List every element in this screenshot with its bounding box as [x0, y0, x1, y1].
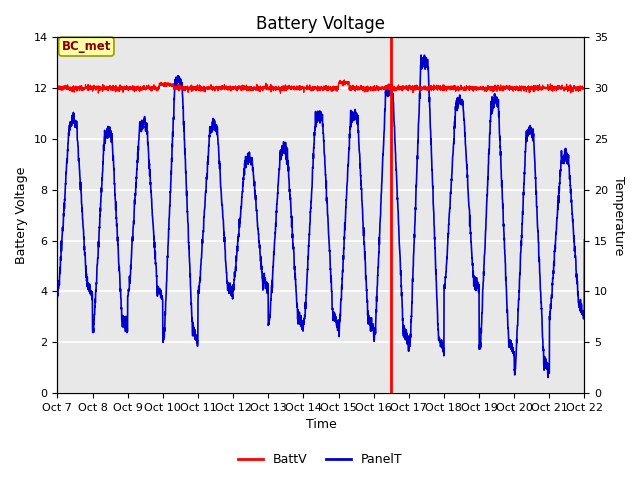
Y-axis label: Battery Voltage: Battery Voltage — [15, 167, 28, 264]
Text: BC_met: BC_met — [61, 40, 111, 53]
X-axis label: Time: Time — [305, 419, 336, 432]
Title: Battery Voltage: Battery Voltage — [257, 15, 385, 33]
Legend: BattV, PanelT: BattV, PanelT — [232, 448, 408, 471]
Y-axis label: Temperature: Temperature — [612, 176, 625, 255]
